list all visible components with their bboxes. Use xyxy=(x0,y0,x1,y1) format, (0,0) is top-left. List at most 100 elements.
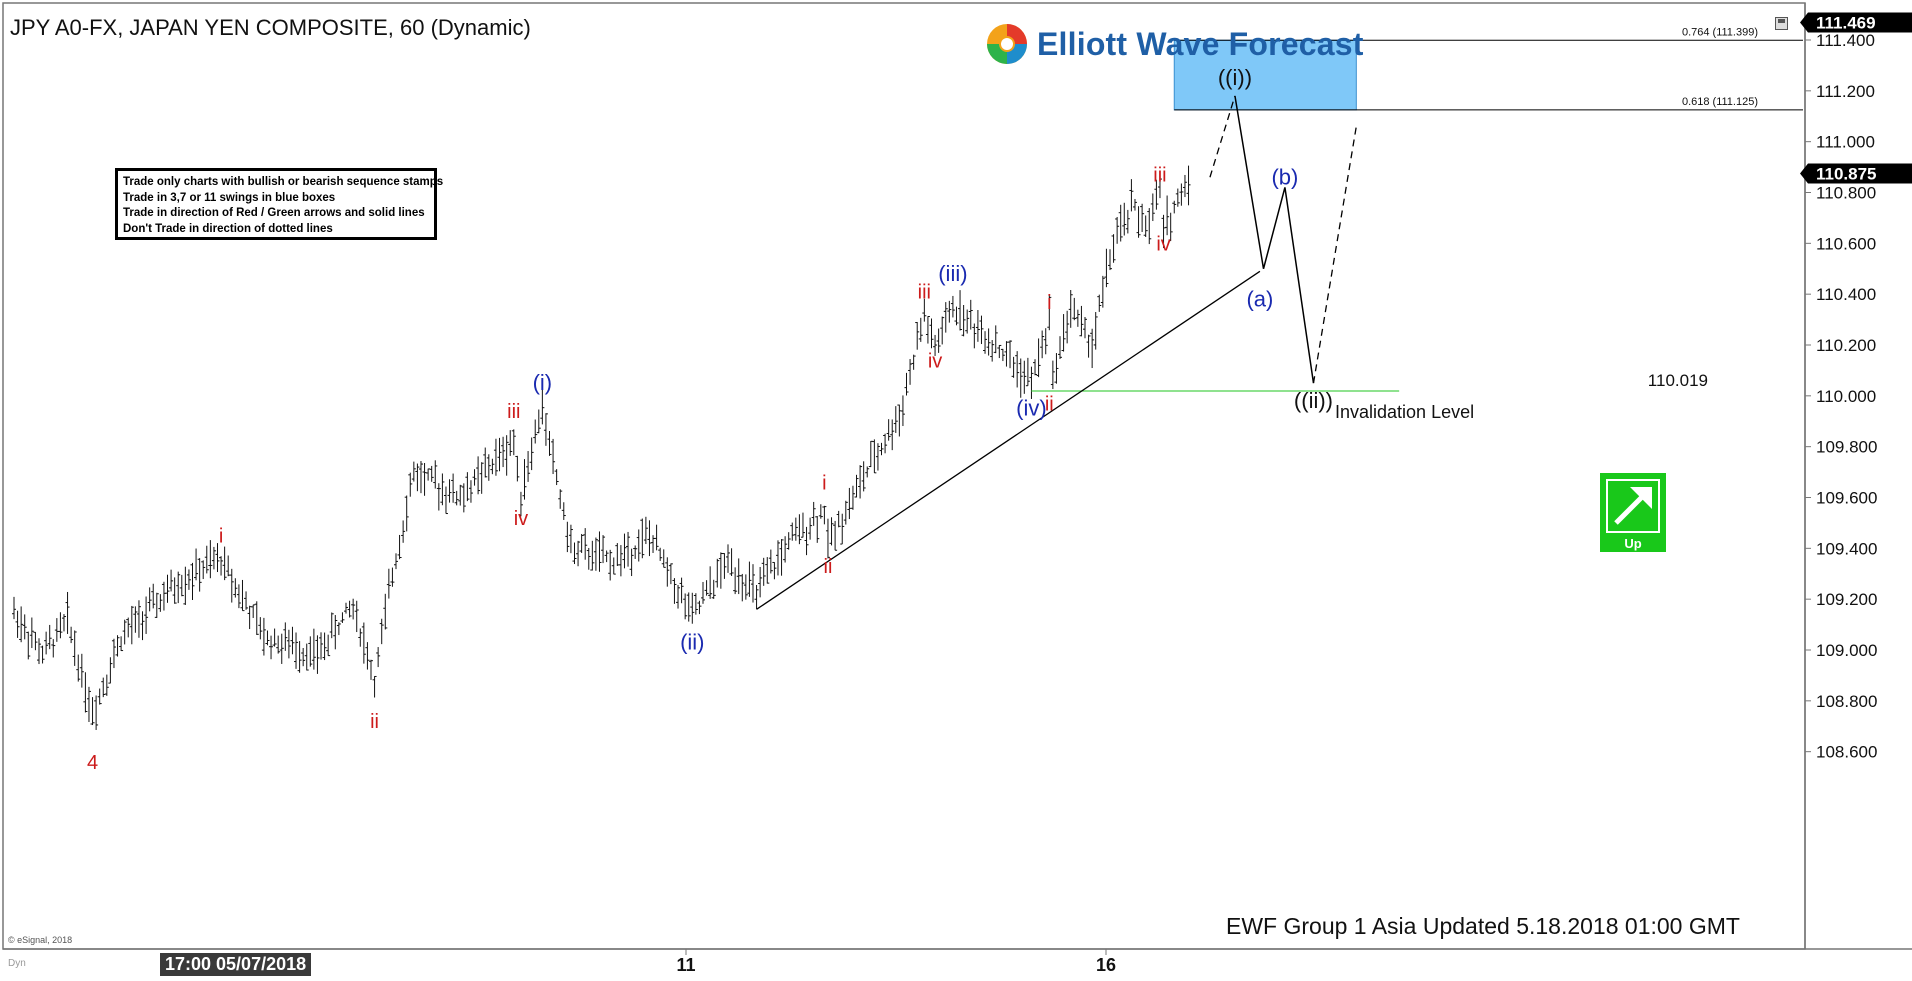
price-bar xyxy=(1182,174,1187,198)
fib-level-label: 0.618 (111.125) xyxy=(1682,96,1758,108)
price-bar xyxy=(326,634,331,657)
price-bar xyxy=(815,515,820,543)
price-bar xyxy=(765,557,770,584)
price-bar xyxy=(868,440,873,468)
price-bar xyxy=(351,598,356,620)
price-bar xyxy=(529,437,534,471)
price-bar xyxy=(311,628,316,670)
rule-line: Trade in 3,7 or 11 swings in blue boxes xyxy=(123,191,336,204)
price-bar xyxy=(611,557,616,575)
up-arrow-icon xyxy=(1614,487,1652,525)
price-bar xyxy=(479,462,484,494)
price-bar xyxy=(701,581,706,604)
price-bar xyxy=(51,639,56,658)
price-bar xyxy=(933,334,938,356)
price-bar xyxy=(633,545,638,559)
price-bar xyxy=(322,632,327,661)
fib-level-label: 0.764 (111.399) xyxy=(1682,26,1758,38)
wave-label: iii xyxy=(507,401,520,423)
price-bar xyxy=(972,323,977,349)
price-bar xyxy=(515,455,520,482)
price-bar xyxy=(283,622,288,651)
price-bar xyxy=(219,556,224,576)
price-bar xyxy=(254,601,259,635)
price-bar xyxy=(1004,341,1009,367)
price-bar xyxy=(1150,193,1155,222)
price-bar xyxy=(597,531,602,572)
price-bar xyxy=(990,340,995,362)
y-tick-label: 111.400 xyxy=(1816,31,1875,50)
price-bar xyxy=(683,593,688,620)
price-bar xyxy=(1129,179,1134,212)
wave-label: (iii) xyxy=(938,261,967,286)
price-bar xyxy=(433,460,438,489)
up-sequence-stamp: Up xyxy=(1600,473,1666,552)
price-bar xyxy=(304,643,309,671)
price-bar xyxy=(1154,179,1159,210)
price-bar xyxy=(1107,249,1112,271)
price-bar xyxy=(204,545,209,574)
price-bar xyxy=(1090,328,1095,369)
price-bar xyxy=(865,466,870,478)
price-bar xyxy=(593,537,598,571)
price-bar xyxy=(590,540,595,571)
price-bar xyxy=(47,624,52,650)
chart-title: JPY A0-FX, JAPAN YEN COMPOSITE, 60 (Dyna… xyxy=(10,15,531,40)
brand-logo: Elliott Wave Forecast xyxy=(985,20,1364,68)
price-bar xyxy=(490,458,495,475)
trading-rules-box: Trade only charts with bullish or bearis… xyxy=(115,168,443,240)
price-bar xyxy=(833,520,838,551)
price-bar xyxy=(458,484,463,506)
price-bar xyxy=(654,524,659,551)
invalidation-value-label: 110.019 xyxy=(1648,371,1708,390)
price-bar xyxy=(183,566,188,605)
price-bar xyxy=(379,618,384,645)
y-tick-label: 109.000 xyxy=(1816,641,1877,660)
price-bar xyxy=(722,553,727,579)
y-tick-label: 110.800 xyxy=(1816,184,1876,203)
price-bar xyxy=(301,648,306,667)
price-bar xyxy=(968,299,973,330)
price-bar xyxy=(19,606,24,643)
price-bar xyxy=(1058,336,1063,360)
price-bar xyxy=(808,517,813,540)
price-bar xyxy=(222,546,227,581)
price-bar xyxy=(954,306,959,326)
price-bar xyxy=(476,456,481,495)
price-bar xyxy=(436,483,441,511)
price-bar xyxy=(101,677,106,698)
y-tick-label: 110.200 xyxy=(1816,336,1876,355)
price-bar xyxy=(647,520,652,557)
projection-dashed-up xyxy=(1312,126,1357,384)
price-bar xyxy=(872,439,877,474)
price-bar xyxy=(229,568,234,603)
price-bar xyxy=(1047,294,1052,331)
price-bar xyxy=(36,638,41,665)
price-bar xyxy=(1165,195,1170,236)
price-bar xyxy=(186,569,191,590)
price-bar xyxy=(643,516,648,545)
wave-label: (i) xyxy=(533,370,553,395)
price-bar xyxy=(1111,234,1116,263)
price-bar xyxy=(493,438,498,476)
price-bar xyxy=(918,317,923,342)
price-bar xyxy=(829,517,834,546)
price-bar xyxy=(551,438,556,475)
last-price-label: 110.875 xyxy=(1816,164,1877,183)
price-bar xyxy=(119,636,124,652)
price-bar xyxy=(154,592,159,618)
price-bar xyxy=(126,617,131,638)
price-bar xyxy=(779,539,784,576)
price-bar xyxy=(1140,203,1145,232)
price-bar xyxy=(1157,176,1162,199)
price-bar xyxy=(422,463,427,496)
save-icon[interactable] xyxy=(1775,17,1788,30)
price-bar xyxy=(586,547,591,570)
price-bar xyxy=(83,672,88,713)
price-bar xyxy=(975,310,980,342)
price-bar xyxy=(547,431,552,456)
price-bar xyxy=(965,309,970,334)
wave-label: i xyxy=(1047,292,1051,314)
chart-overlays: 0.764 (111.399) 0.618 (111.125) 110.019 Inv… xyxy=(756,26,1803,610)
price-bar xyxy=(836,510,841,528)
